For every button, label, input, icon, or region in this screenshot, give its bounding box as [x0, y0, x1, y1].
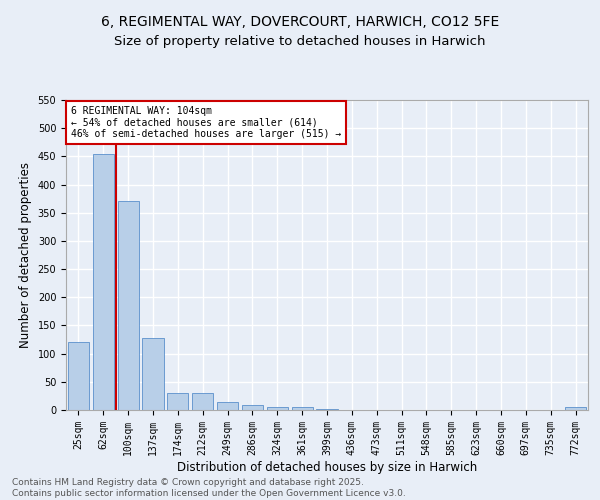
Bar — [565, 407, 586, 410]
Bar — [142, 338, 164, 410]
Bar — [217, 402, 238, 410]
Text: Contains HM Land Registry data © Crown copyright and database right 2025.
Contai: Contains HM Land Registry data © Crown c… — [12, 478, 406, 498]
Bar — [242, 405, 263, 410]
Bar — [292, 407, 313, 410]
Bar — [267, 406, 288, 410]
Text: Size of property relative to detached houses in Harwich: Size of property relative to detached ho… — [114, 35, 486, 48]
Text: 6 REGIMENTAL WAY: 104sqm
← 54% of detached houses are smaller (614)
46% of semi-: 6 REGIMENTAL WAY: 104sqm ← 54% of detach… — [71, 106, 341, 140]
Bar — [93, 154, 114, 410]
Bar — [68, 342, 89, 410]
Bar — [118, 202, 139, 410]
Y-axis label: Number of detached properties: Number of detached properties — [19, 162, 32, 348]
Bar — [167, 393, 188, 410]
X-axis label: Distribution of detached houses by size in Harwich: Distribution of detached houses by size … — [177, 460, 477, 473]
Bar — [192, 393, 213, 410]
Text: 6, REGIMENTAL WAY, DOVERCOURT, HARWICH, CO12 5FE: 6, REGIMENTAL WAY, DOVERCOURT, HARWICH, … — [101, 15, 499, 29]
